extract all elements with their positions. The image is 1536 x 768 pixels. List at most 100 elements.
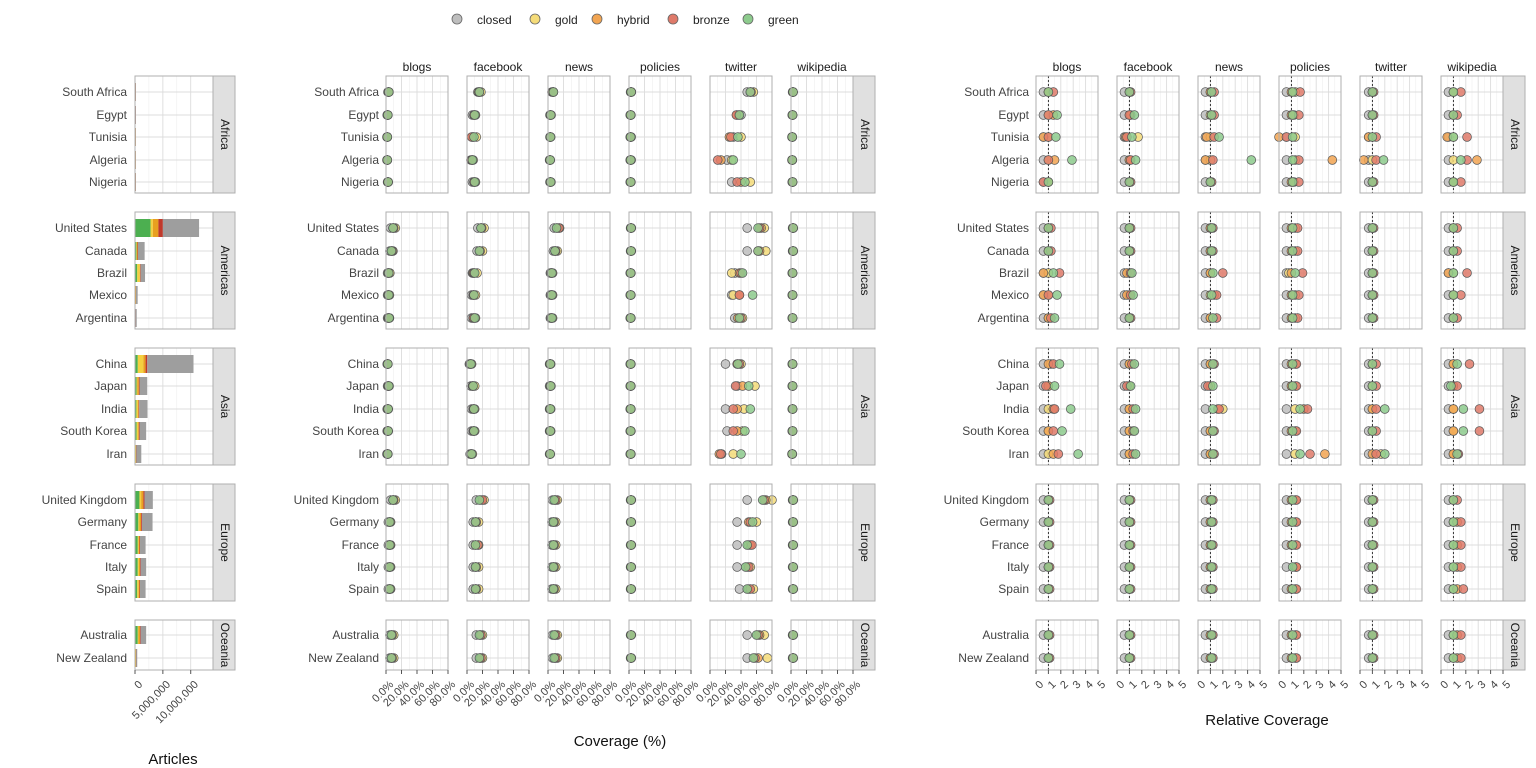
bar-segment-hybrid: [138, 626, 141, 644]
country-label: Spain: [96, 582, 127, 596]
bar-segment-gold: [135, 445, 136, 463]
point-green: [1208, 313, 1218, 323]
point-green: [1129, 359, 1140, 369]
point-green: [1367, 132, 1378, 142]
point-green: [745, 87, 756, 97]
point-green: [1124, 223, 1135, 233]
point-green: [788, 223, 798, 233]
x-tick-label: 0: [1276, 679, 1289, 692]
point-green: [757, 495, 768, 505]
point-green: [382, 132, 393, 142]
x-tick-label: 1: [1127, 679, 1140, 692]
point-green: [1208, 426, 1218, 436]
point-bronze: [1043, 155, 1054, 165]
point-green: [1127, 268, 1137, 278]
country-label: India: [1003, 402, 1029, 416]
point-green: [548, 584, 559, 594]
bar-segment-green: [135, 626, 138, 644]
panel-border: [709, 211, 773, 330]
legend-label-gold: gold: [555, 13, 578, 27]
bar-segment-hybrid: [139, 264, 141, 282]
bar-segment-green: [135, 264, 138, 282]
point-green: [470, 110, 480, 120]
bar-segment-closed: [136, 286, 138, 304]
x-tick-label: 2: [1058, 679, 1071, 692]
point-green: [1287, 359, 1298, 369]
panel-border: [1116, 483, 1180, 602]
point-green: [1448, 562, 1459, 572]
point-green: [1448, 517, 1459, 527]
bar-segment-closed: [140, 558, 147, 576]
point-closed: [742, 495, 752, 505]
country-label: Egypt: [96, 108, 127, 122]
point-green: [747, 290, 758, 300]
point-green: [1448, 132, 1459, 142]
point-green: [1367, 87, 1378, 97]
country-label: New Zealand: [958, 651, 1029, 665]
panel-border: [709, 483, 773, 602]
bar-segment-hybrid: [141, 491, 144, 509]
point-green: [1448, 630, 1459, 640]
point-green: [788, 246, 798, 256]
point-green: [626, 246, 636, 256]
point-green: [1367, 517, 1378, 527]
point-green: [1054, 359, 1065, 369]
x-tick-label: 4: [1488, 679, 1501, 692]
country-label: Canada: [337, 244, 379, 258]
point-bronze: [1305, 449, 1315, 459]
bar-segment-gold: [137, 264, 140, 282]
bar-segment-hybrid: [143, 355, 146, 373]
point-green: [1206, 630, 1217, 640]
point-green: [1367, 381, 1378, 391]
bar-segment-gold: [136, 400, 139, 418]
point-green: [549, 495, 559, 505]
point-green: [625, 290, 636, 300]
point-green: [1452, 359, 1462, 369]
point-green: [1452, 449, 1462, 459]
country-label: France: [992, 538, 1030, 552]
point-green: [625, 426, 636, 436]
point-green: [1448, 246, 1459, 256]
point-green: [1049, 381, 1060, 391]
articles-asia-strip: [212, 347, 236, 466]
legend-label-closed: closed: [477, 13, 512, 27]
point-green: [1287, 290, 1298, 300]
bar-segment-green: [135, 242, 137, 260]
panel-border: [1035, 619, 1099, 671]
point-green: [1206, 290, 1217, 300]
point-green: [740, 177, 750, 187]
point-green: [625, 268, 636, 278]
point-green: [626, 223, 636, 233]
point-green: [470, 584, 481, 594]
legend-label-hybrid: hybrid: [617, 13, 650, 27]
point-closed: [742, 223, 752, 233]
bar-segment-green: [135, 536, 138, 554]
relative-oceania-strip-label: Oceania: [1508, 623, 1522, 668]
coverage-americas-strip: [852, 211, 876, 330]
point-green: [469, 290, 479, 300]
point-green: [1367, 426, 1378, 436]
point-green: [1367, 223, 1378, 233]
point-green: [625, 404, 636, 414]
relative-facet-blogs: blogs: [1053, 60, 1082, 74]
country-label: Egypt: [998, 108, 1029, 122]
bar-segment-closed: [136, 649, 138, 667]
point-green: [1043, 540, 1054, 550]
point-green: [733, 359, 743, 369]
relative-facet-twitter: twitter: [1375, 60, 1407, 74]
point-green: [787, 268, 798, 278]
point-green: [1295, 449, 1305, 459]
bar-segment-bronze: [143, 491, 145, 509]
point-green: [1448, 540, 1459, 550]
articles-africa-strip-label: Africa: [218, 119, 232, 150]
point-green: [1208, 449, 1218, 459]
point-green: [1129, 426, 1140, 436]
bar-segment-green: [135, 400, 137, 418]
panel-border: [385, 483, 449, 602]
bar-segment-hybrid: [152, 219, 159, 237]
bar-segment-closed: [135, 106, 136, 124]
point-green: [466, 449, 477, 459]
point-green: [1287, 313, 1298, 323]
point-bronze: [1371, 404, 1381, 414]
